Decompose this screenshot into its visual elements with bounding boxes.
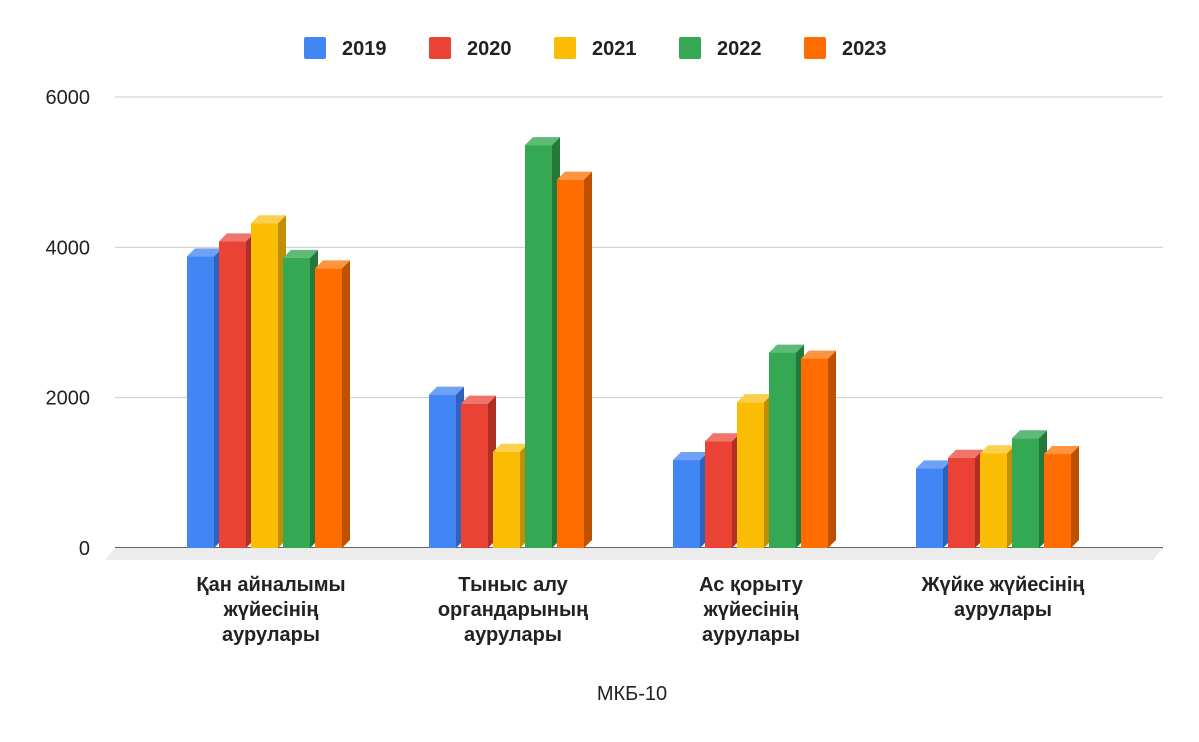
bar-front (673, 460, 700, 548)
y-axis-ticks: 0 2000 4000 6000 (46, 87, 91, 560)
category-label: Тыныс алу органдарының аурулары (438, 574, 588, 646)
bar (219, 233, 254, 548)
bar-front (705, 441, 732, 548)
y-tick-label: 2000 (46, 388, 91, 410)
bar (525, 137, 560, 548)
bar (1044, 446, 1079, 548)
bar (769, 344, 804, 548)
bar-front (769, 352, 796, 548)
bar-front (429, 394, 456, 548)
legend-label: 2020 (467, 38, 512, 60)
bar-top (1012, 430, 1047, 439)
bar-front (737, 402, 764, 548)
bar (315, 260, 350, 548)
legend-label: 2023 (842, 38, 887, 60)
bar-top (187, 248, 222, 257)
bar-side (342, 260, 350, 548)
bar-front (801, 358, 828, 548)
bar-top (673, 452, 708, 461)
bar-front (219, 241, 246, 548)
bar (557, 171, 592, 548)
bar (948, 449, 983, 548)
bars (187, 137, 1079, 548)
bar (801, 350, 836, 548)
bar-top (493, 443, 528, 452)
bar-front (493, 451, 520, 548)
bar-front (980, 453, 1007, 548)
bar-front (315, 268, 342, 548)
legend-swatch (554, 37, 576, 59)
bar-side (828, 350, 836, 548)
bar (283, 249, 318, 548)
y-tick-label: 6000 (46, 87, 91, 109)
bar-top (557, 171, 592, 180)
bar (737, 394, 772, 548)
bar-top (801, 350, 836, 359)
legend-swatch (304, 37, 326, 59)
bar-top (705, 433, 740, 442)
bar (916, 460, 951, 548)
bar-top (737, 394, 772, 403)
bar-top (916, 460, 951, 469)
bar-top (1044, 446, 1079, 455)
bar-front (948, 457, 975, 548)
y-tick-label: 4000 (46, 237, 91, 259)
bar-front (187, 256, 214, 548)
bar (493, 443, 528, 548)
bar (429, 386, 464, 548)
bar-front (1044, 454, 1071, 548)
bar-top (980, 445, 1015, 454)
category-label: Жүйке жүйесінің аурулары (920, 574, 1084, 621)
bar-front (525, 145, 552, 548)
bar-side (584, 171, 592, 548)
legend-swatch (679, 37, 701, 59)
category-label: Қан айналымы жүйесінің аурулары (196, 574, 345, 646)
bar-top (315, 260, 350, 269)
bar (461, 395, 496, 548)
bar-top (525, 137, 560, 146)
category-label: Ас қорыту жүйесінің аурулары (699, 574, 804, 646)
bar (187, 248, 222, 548)
bar-front (1012, 438, 1039, 548)
y-tick-label: 0 (79, 538, 90, 560)
legend: 2019 2020 2021 2022 2023 (304, 37, 887, 60)
legend-label: 2019 (342, 38, 387, 60)
chart-floor (105, 548, 1163, 560)
legend-swatch (804, 37, 826, 59)
legend-label: 2022 (717, 38, 762, 60)
legend-swatch (429, 37, 451, 59)
bar-top (283, 249, 318, 258)
bar-top (429, 386, 464, 395)
bar-side (1071, 446, 1079, 548)
bar-top (461, 395, 496, 404)
bar-front (283, 257, 310, 548)
floor-shadow (105, 548, 1163, 560)
bar-front (461, 403, 488, 548)
legend-label: 2021 (592, 38, 637, 60)
bar (673, 452, 708, 548)
x-axis-label: МКБ-10 (597, 683, 667, 705)
bar-front (557, 179, 584, 548)
bar-top (769, 344, 804, 353)
bar (980, 445, 1015, 548)
x-axis-categories: Қан айналымы жүйесінің аурулары Тыныс алу ор… (196, 574, 1084, 646)
bar (1012, 430, 1047, 548)
bar-top (948, 449, 983, 458)
bar-top (251, 215, 286, 224)
bar-front (251, 223, 278, 548)
bar-top (219, 233, 254, 242)
bar (705, 433, 740, 548)
bar-front (916, 468, 943, 548)
bar (251, 215, 286, 548)
